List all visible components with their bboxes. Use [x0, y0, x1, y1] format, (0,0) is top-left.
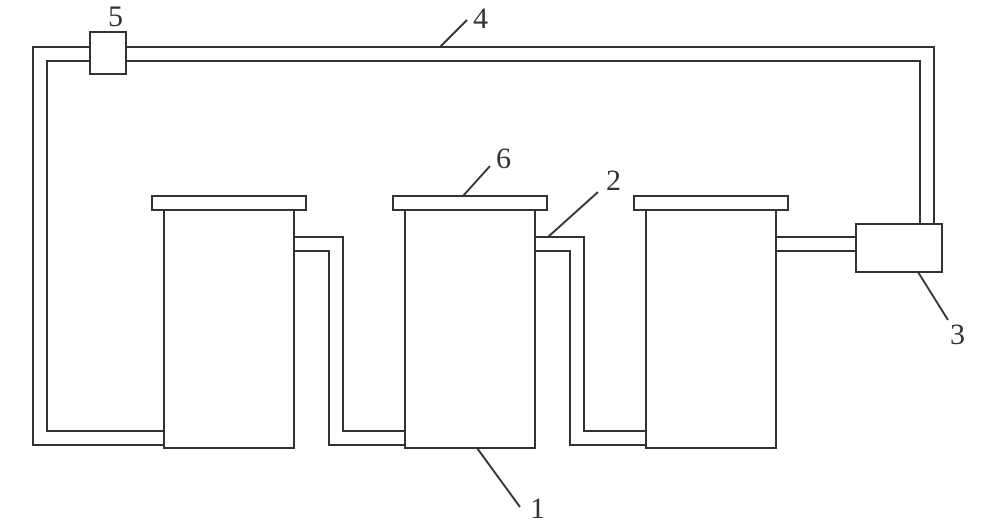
node-lid1 — [152, 196, 306, 210]
label-3: 3 — [950, 318, 965, 351]
label-5: 5 — [108, 0, 123, 33]
pipe-cpipe2 — [535, 237, 646, 445]
node-lid2 — [393, 196, 547, 210]
node-tank1 — [164, 210, 294, 448]
node-lid3 — [634, 196, 788, 210]
leader-lead2 — [548, 192, 598, 237]
leader-lead6 — [463, 166, 490, 196]
label-4: 4 — [473, 2, 488, 35]
leader-lead4 — [440, 20, 467, 47]
label-6: 6 — [496, 142, 511, 175]
node-tank3 — [646, 210, 776, 448]
pipe-cpipe3 — [776, 237, 856, 251]
leader-lead3 — [918, 272, 948, 320]
leader-lead1 — [477, 448, 520, 507]
pipe-cpipe1 — [294, 237, 405, 445]
node-tank2 — [405, 210, 535, 448]
node-pump — [856, 224, 942, 272]
label-2: 2 — [606, 164, 621, 197]
label-1: 1 — [530, 492, 545, 525]
schematic-diagram: 1 2 3 4 5 6 — [0, 0, 1000, 531]
node-valve — [90, 32, 126, 74]
